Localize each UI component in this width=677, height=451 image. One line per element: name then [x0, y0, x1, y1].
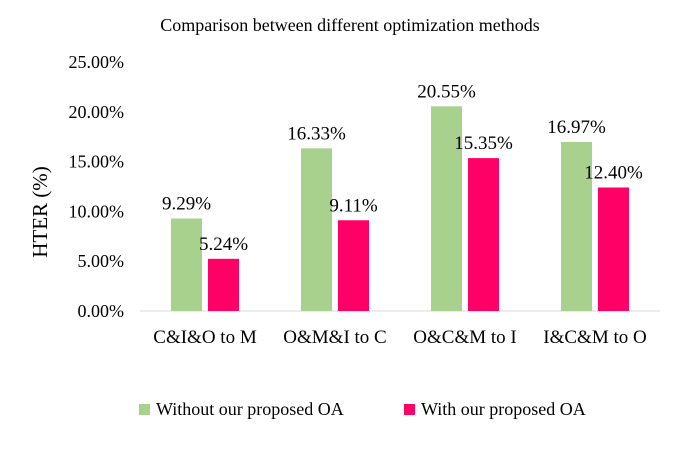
- x-category-label: C&I&O to M: [153, 327, 257, 348]
- bar-value-label: 16.33%: [287, 123, 346, 144]
- y-tick-label: 10.00%: [69, 201, 125, 221]
- bar-value-label: 20.55%: [417, 81, 476, 102]
- bar-without-oa: [561, 141, 592, 311]
- bar-without-oa: [301, 148, 332, 311]
- y-tick-label: 15.00%: [69, 152, 125, 172]
- bar-value-label: 5.24%: [199, 234, 248, 255]
- legend-label: Without our proposed OA: [156, 399, 344, 419]
- y-tick-label: 0.00%: [78, 301, 125, 321]
- bar-without-oa: [171, 218, 202, 311]
- bar-without-oa: [431, 106, 462, 312]
- x-category-label: O&M&I to C: [283, 327, 386, 348]
- legend-label: With our proposed OA: [421, 399, 586, 419]
- legend: Without our proposed OA With our proposed…: [139, 399, 586, 419]
- legend-swatch: [139, 404, 150, 415]
- x-category-label: I&C&M to O: [543, 327, 646, 348]
- bars: [171, 106, 629, 312]
- bar-with-oa: [208, 258, 239, 311]
- y-tick-label: 25.00%: [69, 52, 125, 72]
- y-axis-ticks: 0.00% 5.00% 10.00% 15.00% 20.00% 25.00%: [69, 52, 125, 321]
- bar-value-label: 16.97%: [547, 117, 606, 138]
- bar-with-oa: [338, 220, 369, 311]
- x-axis-categories: C&I&O to M O&M&I to C O&C&M to I I&C&M to O: [153, 327, 646, 348]
- data-labels: 9.29% 5.24% 16.33% 9.11% 20.55% 15.35% 16.97% 1…: [162, 81, 643, 254]
- legend-swatch: [404, 404, 415, 415]
- y-tick-label: 5.00%: [78, 251, 125, 271]
- bar-value-label: 9.29%: [162, 193, 211, 214]
- bar-with-oa: [598, 187, 629, 311]
- bar-value-label: 15.35%: [454, 133, 513, 154]
- y-axis-label: HTER (%): [28, 166, 52, 258]
- bar-value-label: 12.40%: [584, 162, 643, 183]
- x-category-label: O&C&M to I: [413, 327, 516, 348]
- chart-title: Comparison between different optimizatio…: [160, 15, 540, 35]
- bar-value-label: 9.11%: [329, 195, 378, 216]
- bar-with-oa: [468, 158, 499, 311]
- y-tick-label: 20.00%: [69, 102, 125, 122]
